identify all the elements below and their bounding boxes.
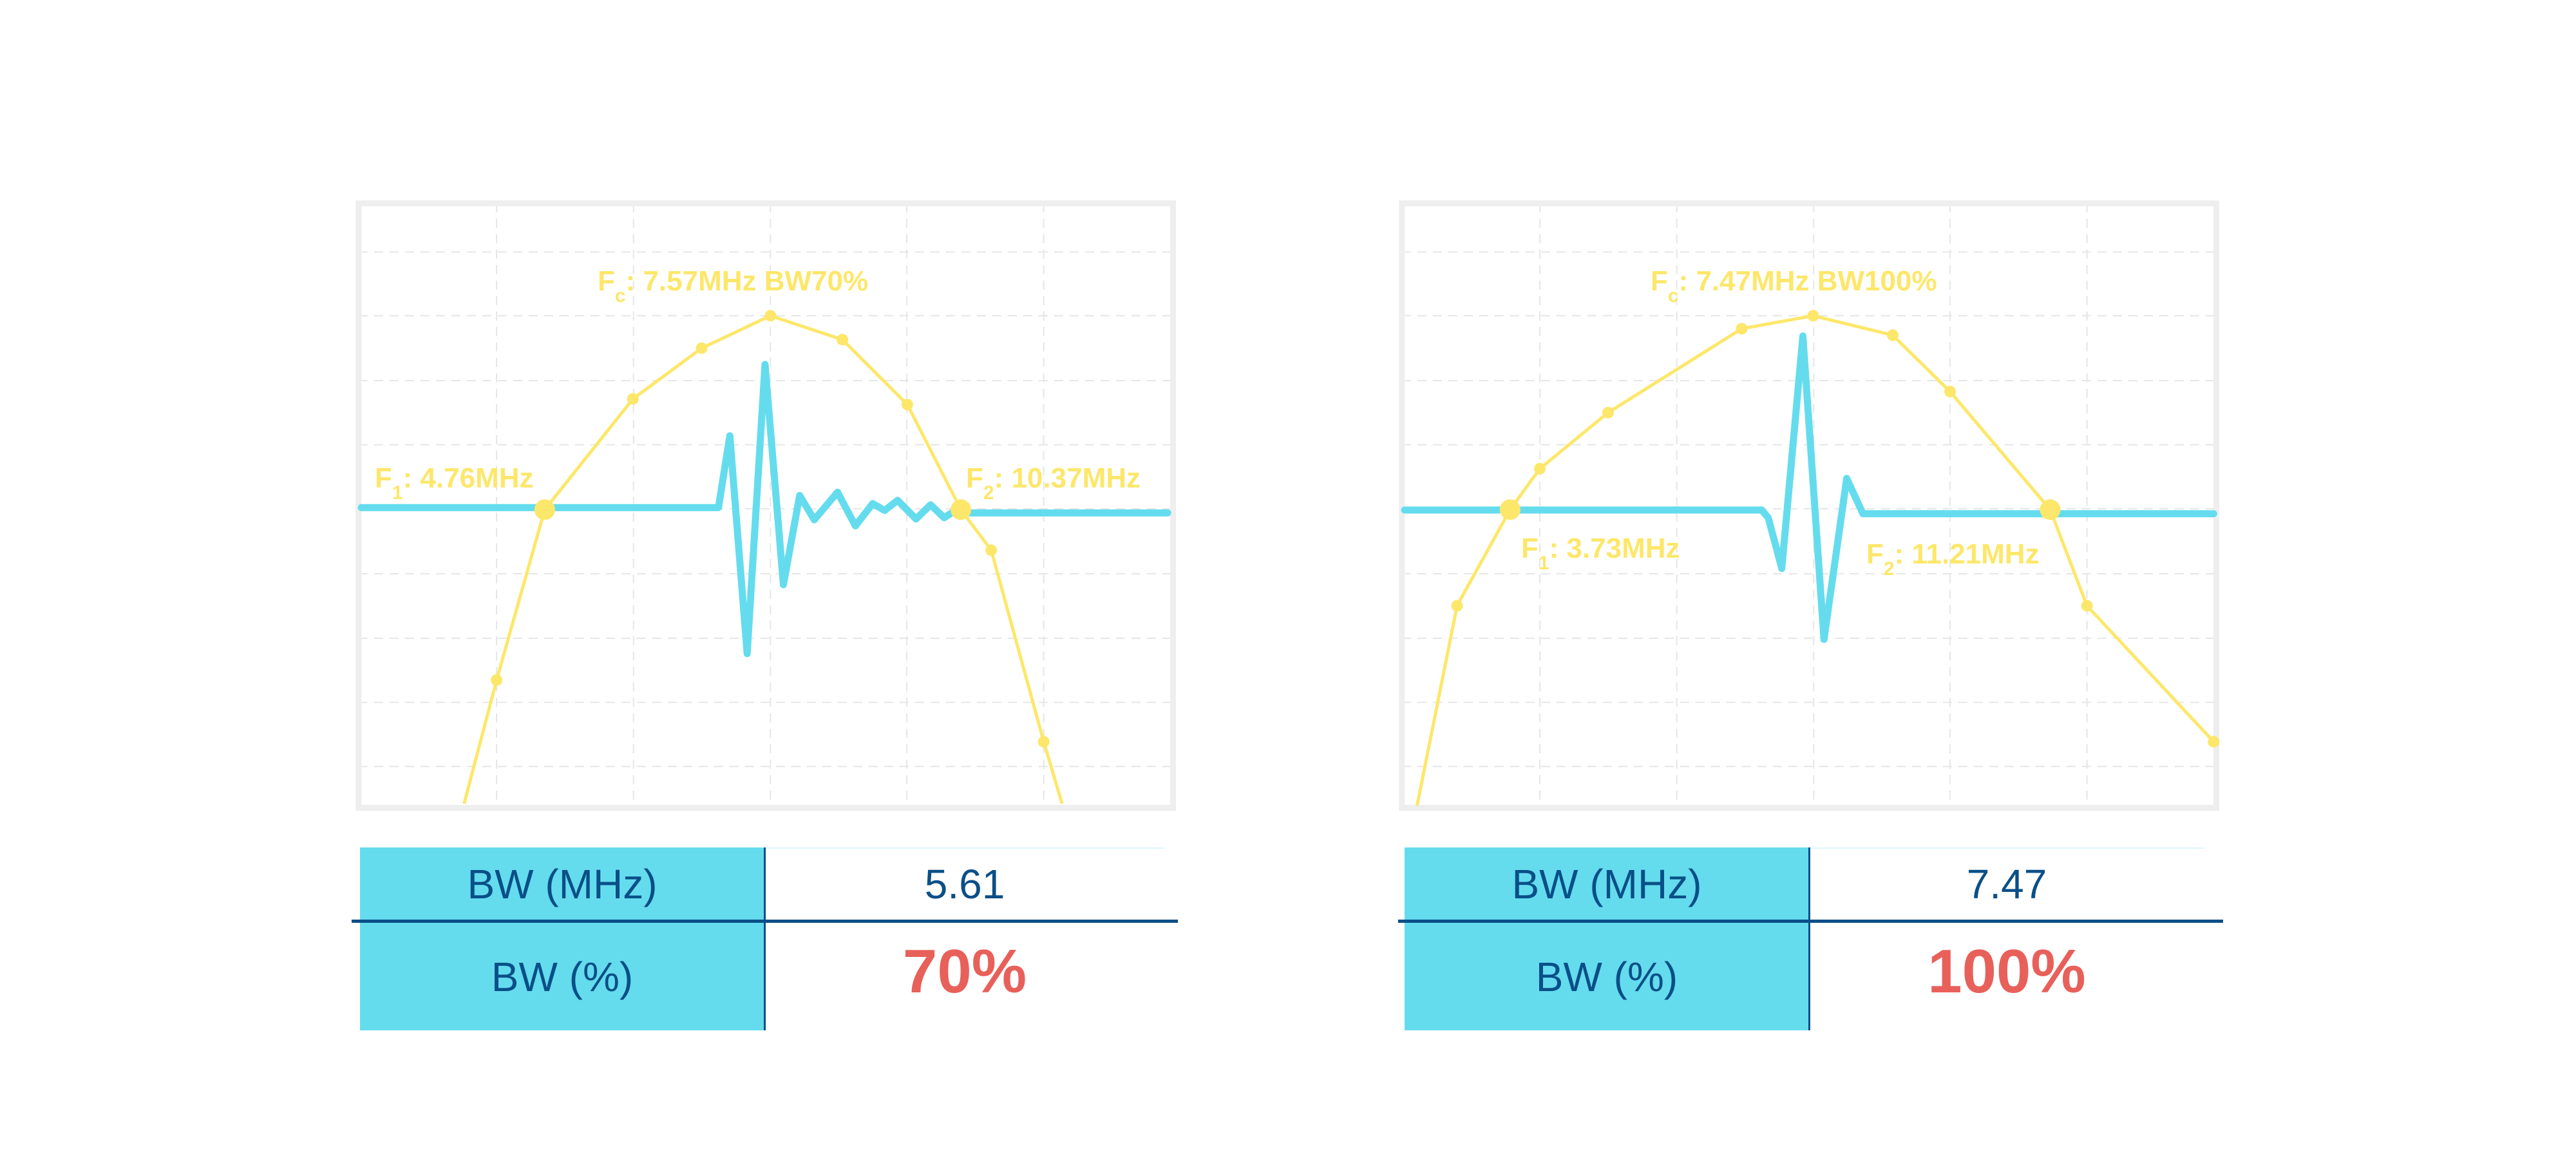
bw-percent-value: 100%	[1927, 937, 2086, 1006]
spectrum-curve	[1415, 314, 2215, 806]
data-point	[491, 674, 503, 686]
table-divider	[765, 847, 1164, 849]
data-point	[2081, 600, 2093, 612]
spectrum-curve	[462, 314, 1064, 804]
data-point	[985, 544, 998, 556]
cutoff-point	[951, 499, 972, 520]
cutoff-point	[1499, 499, 1520, 520]
f2-label: F2: 10.37MHz	[966, 462, 1141, 504]
f1-label: F1: 3.73MHz	[1521, 533, 1680, 574]
data-point	[1886, 329, 1899, 341]
table-divider	[764, 847, 766, 1030]
data-point	[1451, 600, 1463, 612]
table-key-column	[360, 847, 764, 1030]
table-divider	[352, 920, 1178, 923]
bw-mhz-key: BW (MHz)	[1511, 860, 1702, 907]
table-divider	[1398, 920, 2223, 923]
data-point	[1807, 310, 1819, 322]
data-point	[1944, 386, 1956, 398]
bw-percent-value: 70%	[902, 937, 1027, 1006]
bw-mhz-value: 5.61	[924, 860, 1005, 907]
left-chart	[355, 200, 1177, 811]
pulse-waveform	[1401, 332, 2217, 643]
f1-label: F1: 4.76MHz	[375, 462, 534, 504]
data-point	[1602, 406, 1614, 419]
bw-mhz-value: 7.47	[1966, 860, 2047, 907]
fc-label: Fc: 7.57MHz BW70%	[598, 265, 868, 307]
pulse-waveform	[357, 361, 1171, 657]
data-point	[1736, 323, 1748, 335]
data-point	[627, 393, 639, 405]
bw-percent-key: BW (%)	[1535, 954, 1678, 1000]
table-divider	[1808, 847, 1810, 1030]
data-point	[1037, 735, 1050, 748]
bw-mhz-key: BW (MHz)	[467, 860, 658, 907]
f2-label: F2: 11.21MHz	[1866, 538, 2040, 580]
table-key-column	[1405, 847, 1809, 1030]
data-point	[901, 399, 913, 411]
cutoff-point	[2040, 499, 2061, 520]
data-point	[1534, 462, 1546, 475]
table-divider	[1810, 847, 2204, 849]
fc-label: Fc: 7.47MHz BW100%	[1651, 265, 1937, 307]
chart-frame	[1399, 200, 2220, 811]
bw-percent-key: BW (%)	[491, 954, 634, 1000]
data-point	[2208, 735, 2220, 748]
right-chart	[1399, 200, 2220, 811]
cutoff-point	[534, 499, 555, 520]
data-point	[764, 310, 777, 322]
data-point	[696, 342, 708, 354]
data-point	[837, 334, 849, 346]
